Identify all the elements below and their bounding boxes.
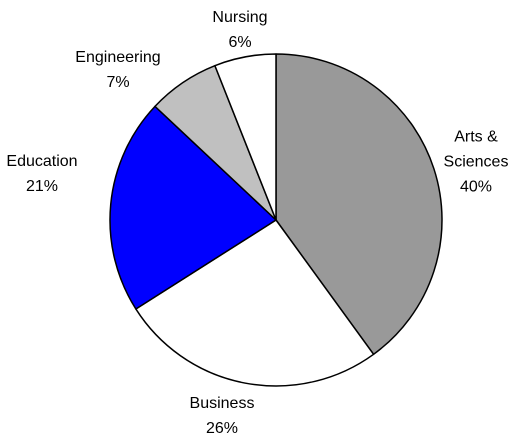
category-label: Business — [189, 395, 255, 412]
pie-slice — [214, 53, 277, 221]
pie-slice — [135, 219, 375, 387]
category-label: Engineering — [75, 49, 161, 66]
value-label: 40% — [459, 178, 493, 196]
value-label: 26% — [205, 420, 239, 437]
pie-slice — [275, 53, 443, 356]
category-label: Education — [6, 153, 78, 170]
value-label: 6% — [228, 34, 252, 51]
category-label: Nursing — [212, 9, 268, 26]
value-label: 7% — [106, 74, 130, 91]
slice-label: Arts & Sciences 40% — [431, 125, 521, 200]
slice-label: Business 26% — [162, 391, 282, 441]
value-label: 21% — [25, 178, 59, 195]
category-label: Arts & Sciences — [443, 128, 509, 171]
slice-label: Nursing 6% — [180, 5, 300, 55]
slice-label: Education 21% — [0, 149, 102, 199]
pie-slice — [109, 105, 277, 310]
slice-label: Engineering 7% — [58, 45, 178, 95]
